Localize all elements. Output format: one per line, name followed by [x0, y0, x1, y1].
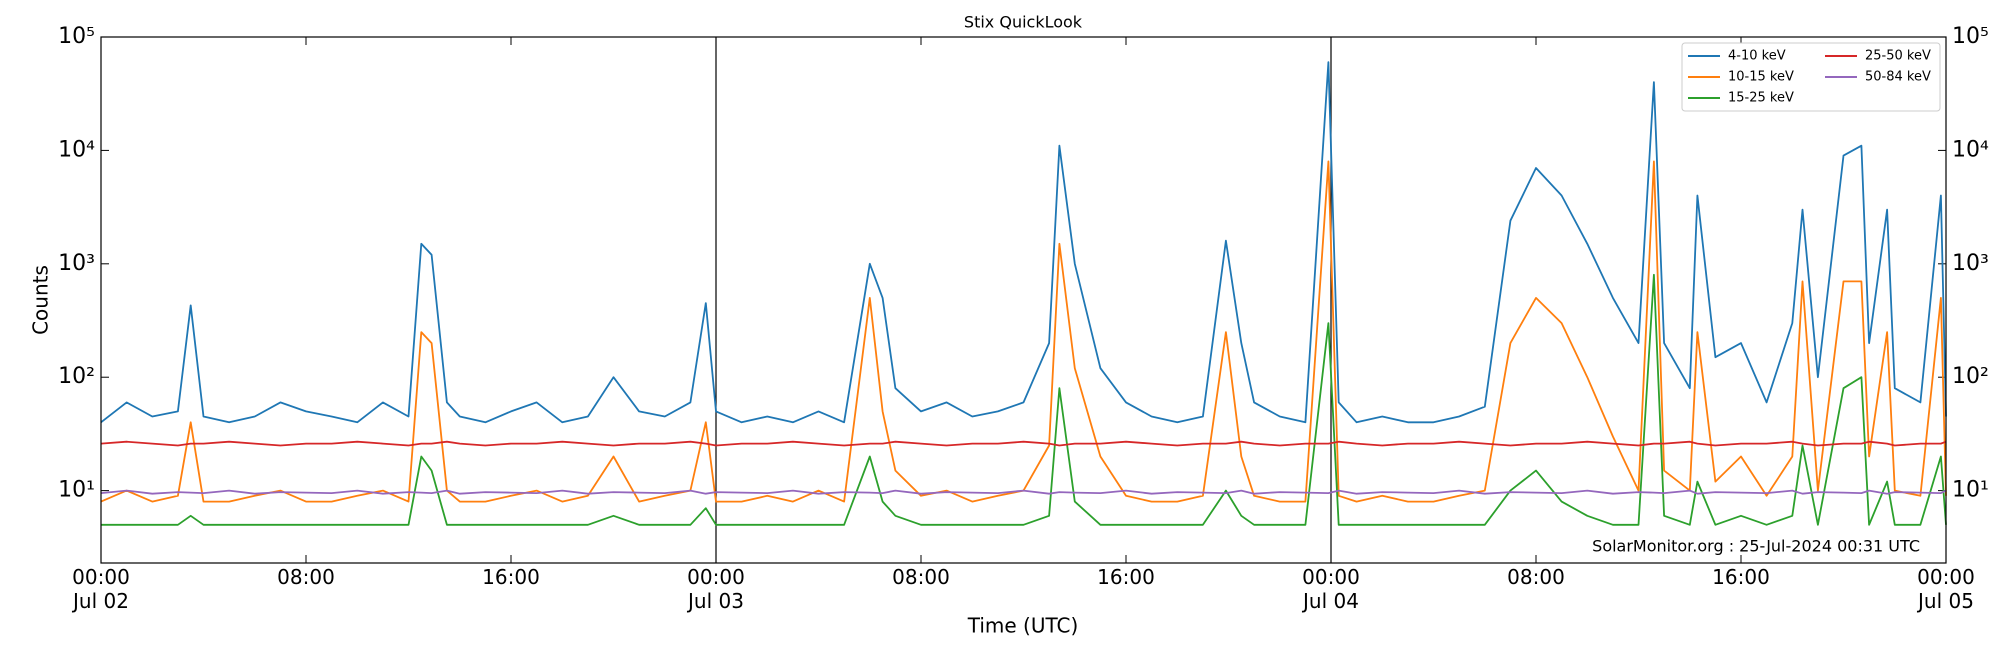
- x-axis-label: Time (UTC): [967, 614, 1079, 638]
- y-tick-label: 10⁴: [58, 137, 95, 162]
- plot-frame: [100, 36, 1947, 564]
- annotation: SolarMonitor.org : 25-Jul-2024 00:31 UTC: [1592, 537, 1920, 556]
- y-tick-label: 10²: [58, 364, 95, 389]
- legend-label: 25-50 keV: [1865, 49, 1931, 64]
- x-tick-label: 08:00: [1507, 565, 1565, 589]
- x-tick-label: 08:00: [277, 565, 335, 589]
- x-tick-label: 00:00 Jul 02: [71, 565, 130, 613]
- y2-tick-label: 10¹: [1952, 478, 1989, 503]
- y2-tick-label: 10³: [1952, 251, 1989, 276]
- x-tick-label: 16:00: [1097, 565, 1155, 589]
- x-tick-label: 16:00: [1712, 565, 1770, 589]
- y2-tick-label: 10⁴: [1952, 137, 1989, 162]
- y2-tick-label: 10²: [1952, 364, 1989, 389]
- series-line: [100, 160, 1947, 503]
- y-tick-label: 10³: [58, 251, 95, 276]
- y2-tick-label: 10⁵: [1952, 24, 1989, 49]
- chart-title: Stix QuickLook: [964, 13, 1083, 32]
- series-line: [100, 489, 1947, 495]
- series-line: [100, 440, 1947, 447]
- y-axis-label: Counts: [29, 265, 53, 335]
- legend-label: 4-10 keV: [1728, 49, 1786, 64]
- legend-box: [1681, 42, 1941, 112]
- legend-label: 15-25 keV: [1728, 91, 1794, 106]
- x-tick-label: 00:00 Jul 03: [686, 565, 745, 613]
- y-tick-label: 10¹: [58, 478, 95, 503]
- legend-label: 10-15 keV: [1728, 70, 1794, 85]
- legend-label: 50-84 keV: [1865, 70, 1931, 85]
- x-tick-label: 00:00 Jul 05: [1916, 565, 1975, 613]
- series-line: [101, 273, 1947, 526]
- x-tick-label: 16:00: [482, 565, 540, 589]
- x-tick-label: 08:00: [892, 565, 950, 589]
- y-tick-label: 10⁵: [58, 24, 95, 49]
- series-line: [100, 61, 1947, 424]
- x-tick-label: 00:00 Jul 04: [1301, 565, 1360, 613]
